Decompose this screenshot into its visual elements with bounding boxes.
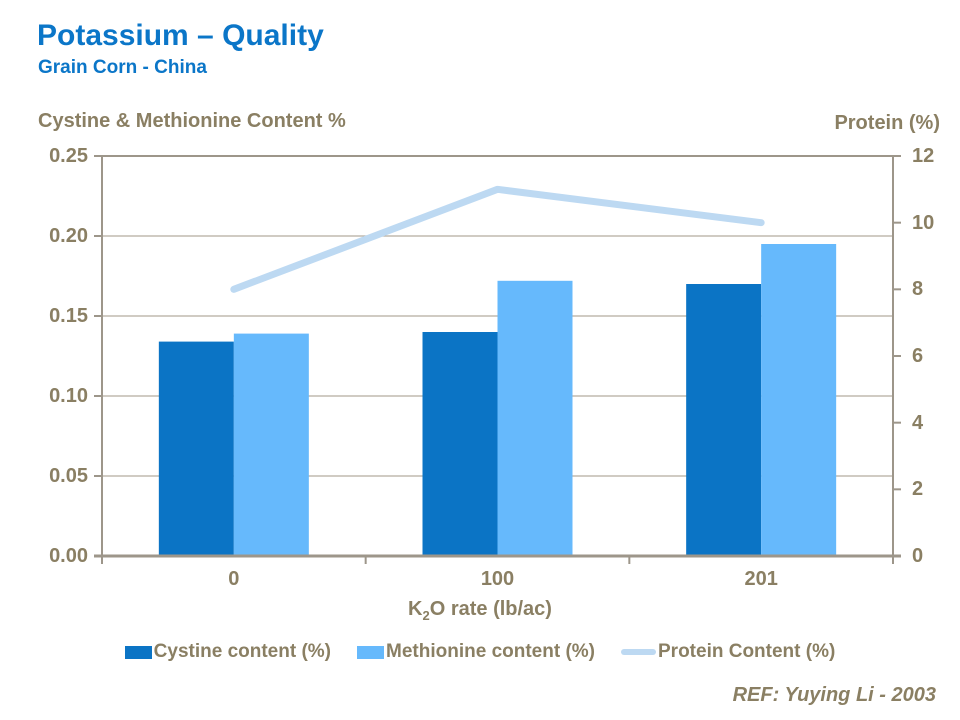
bar-cystine-0 (158, 341, 234, 556)
protein-line-swatch-icon (621, 649, 656, 655)
y-right-tick-label: 12 (912, 145, 935, 167)
y-left-tick-label: 0.00 (49, 545, 88, 567)
x-tick-label: 100 (480, 568, 515, 590)
y-right-tick-label: 8 (912, 278, 924, 301)
y-left-tick-label: 0.05 (49, 465, 88, 487)
cystine-swatch-icon (124, 645, 152, 659)
legend-item-methionine: Methionine content (%) (357, 641, 595, 663)
protein-line (230, 185, 765, 293)
x-tick-label: 201 (744, 568, 778, 590)
bar-methionine-0 (233, 333, 309, 556)
legend-label-cystine: Cystine content (%) (153, 641, 332, 662)
y-right-tick-label: 2 (912, 478, 924, 501)
y-right-tick-label: 6 (912, 345, 924, 367)
bar-cystine-100 (422, 332, 498, 556)
legend-item-cystine: Cystine content (%) (124, 641, 332, 663)
page-subtitle: Grain Corn - China (38, 57, 207, 78)
x-tick-label: 0 (228, 568, 240, 590)
x-axis-title-suffix: O rate (lb/ac) (429, 598, 552, 620)
bar-methionine-100 (497, 280, 573, 556)
page-title: Potassium – Quality (37, 19, 324, 52)
y-left-tick-label: 0.10 (49, 385, 88, 407)
methionine-swatch-icon (357, 645, 385, 659)
x-axis-title-prefix: K (408, 598, 423, 620)
y-right-tick-label: 0 (912, 545, 924, 567)
y-right-tick-label: 10 (912, 211, 935, 234)
x-axis-title-subscript: 2 (422, 608, 430, 623)
y-left-tick-label: 0.25 (49, 145, 88, 167)
chart-legend: Cystine content (%) Methionine content (… (0, 641, 960, 663)
bar-cystine-201 (686, 284, 762, 556)
bar-methionine-201 (761, 244, 837, 556)
y-right-tick-label: 4 (912, 411, 924, 434)
reference-note: REF: Yuying Li - 2003 (732, 684, 936, 706)
y-left-tick-label: 0.15 (49, 305, 88, 327)
legend-item-protein: Protein Content (%) (621, 641, 835, 663)
legend-label-methionine: Methionine content (%) (386, 641, 595, 662)
left-axis-title: Cystine & Methionine Content % (38, 110, 346, 132)
legend-label-protein: Protein Content (%) (658, 641, 836, 662)
right-axis-title: Protein (%) (834, 112, 940, 134)
x-axis-title: K2O rate (lb/ac) (0, 598, 960, 623)
y-left-tick-label: 0.20 (49, 225, 88, 247)
